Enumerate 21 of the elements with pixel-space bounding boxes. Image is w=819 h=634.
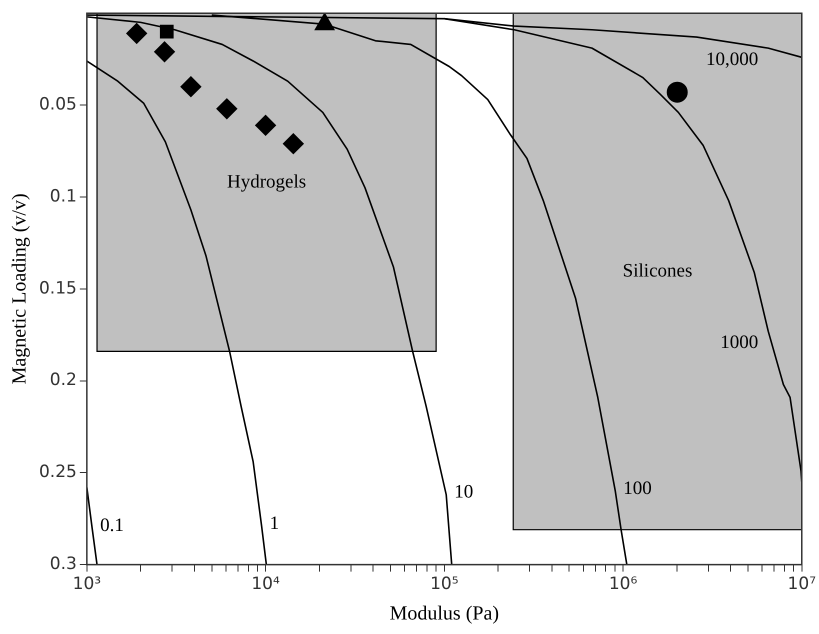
annotation: 10,000	[706, 49, 758, 70]
annotation: 100	[623, 478, 652, 500]
x-tick-label: 10⁶	[608, 574, 638, 594]
y-axis-title: Magnetic Loading (v/v)	[8, 193, 30, 384]
y-tick-label: 0.1	[50, 186, 77, 206]
annotation: 10	[454, 482, 474, 503]
x-tick-label: 10³	[72, 574, 102, 594]
y-tick-label: 0.15	[38, 278, 77, 298]
x-tick-label: 10⁷	[788, 574, 816, 594]
x-tick-label: 10⁵	[430, 574, 459, 594]
series-label: Hydrogels	[227, 171, 306, 192]
y-tick-label: 0.25	[38, 462, 77, 482]
y-tick-label: 0.05	[38, 94, 77, 115]
annotation: 1	[270, 512, 280, 534]
annotation: 1000	[720, 332, 758, 354]
series-label: Silicones	[622, 260, 692, 282]
y-tick-label: 0.2	[50, 370, 77, 390]
annotation: 0.1	[100, 514, 124, 536]
y-tick-label: 0.3	[50, 554, 77, 574]
x-tick-label: 10⁴	[251, 574, 280, 594]
x-axis-title: Modulus (Pa)	[390, 602, 500, 624]
